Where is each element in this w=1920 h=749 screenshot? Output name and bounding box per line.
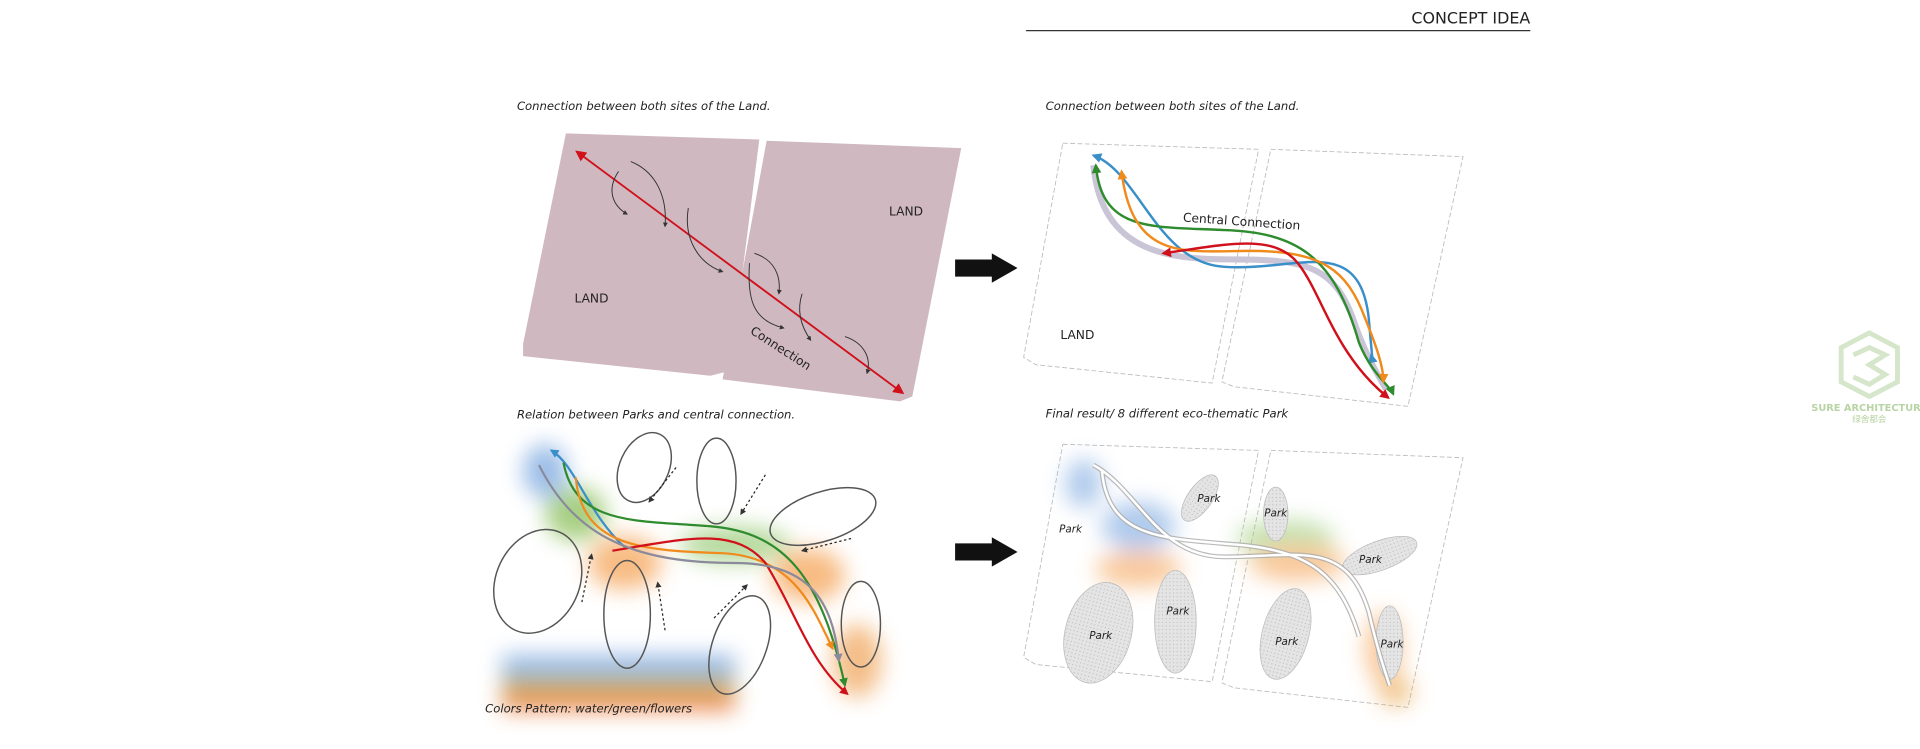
- land-label: LAND: [889, 204, 923, 218]
- color-pattern-label: Colors Pattern: water/green/flowers: [485, 701, 692, 715]
- land-outline: [1023, 142, 1464, 407]
- connection-paths: [538, 449, 849, 696]
- park-areas: [1063, 474, 1418, 684]
- watermark-subtitle: 绿舍都会: [1852, 413, 1887, 425]
- connection-arrow: [575, 150, 905, 395]
- park-label: Park: [1359, 554, 1383, 566]
- park-label: Park: [1264, 507, 1288, 519]
- park-label: Park: [1166, 605, 1190, 617]
- watermark-name: SURE ARCHITECTURE: [1811, 403, 1920, 414]
- park-label: Park: [1381, 638, 1405, 650]
- connection-path: [1092, 463, 1391, 686]
- step-arrow: [955, 537, 1018, 567]
- flow-arrows: [611, 161, 871, 375]
- land-label: LAND: [574, 291, 608, 305]
- caption: Connection between both sites of the Lan…: [517, 99, 771, 113]
- caption: Relation between Parks and central conne…: [517, 408, 795, 422]
- land-outline: [1023, 443, 1464, 708]
- color-blobs: [1065, 458, 1413, 707]
- caption: Connection between both sites of the Lan…: [1046, 99, 1300, 113]
- park-label: Park: [1089, 630, 1113, 642]
- land-right: [722, 140, 962, 402]
- dotted-arrows: [581, 467, 852, 631]
- park-label: Park: [1197, 493, 1221, 505]
- page-title: CONCEPT IDEA: [1411, 8, 1530, 27]
- park-label: Park: [1275, 636, 1299, 648]
- land-left: [523, 133, 760, 376]
- connection-paths: [1091, 153, 1395, 399]
- park-ellipses: [492, 431, 882, 695]
- land-label: LAND: [1060, 328, 1094, 342]
- park-label: Park: [1059, 523, 1083, 535]
- watermark-logo: [1838, 330, 1900, 400]
- step-arrow: [955, 253, 1018, 283]
- caption: Final result/ 8 different eco-thematic P…: [1046, 406, 1290, 420]
